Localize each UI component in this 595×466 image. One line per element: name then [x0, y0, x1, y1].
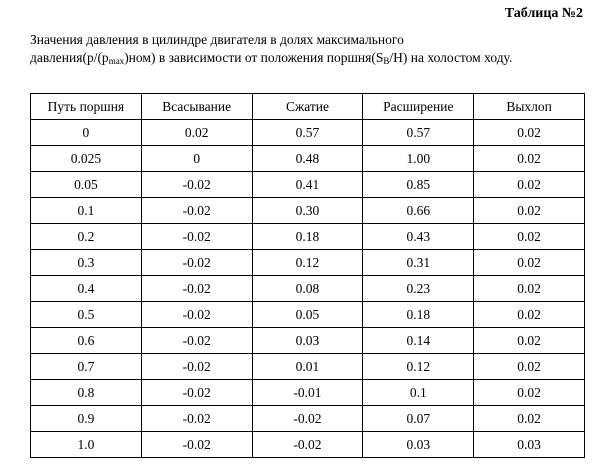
- table-cell: -0.02: [251, 431, 364, 458]
- table-cell: 0.1: [362, 379, 475, 406]
- table-row: 0.2 -0.02 0.18 0.43 0.02: [30, 223, 585, 250]
- column-header: Расширение: [362, 93, 475, 120]
- table-cell: 0.03: [473, 431, 585, 458]
- table-cell: 0.02: [473, 119, 585, 146]
- table-cell: 0.02: [473, 379, 585, 406]
- table-cell: 0.57: [362, 119, 475, 146]
- table-row: 0 0.02 0.57 0.57 0.02: [30, 119, 585, 146]
- table-cell: 0.57: [251, 119, 364, 146]
- caption-text: )ном) в зависимости от положения поршня(…: [124, 50, 384, 65]
- table-cell: 0.02: [473, 275, 585, 302]
- table-cell: 0.18: [362, 301, 475, 328]
- table-cell: -0.02: [140, 171, 253, 198]
- table-cell: 0.9: [30, 405, 142, 432]
- table-cell: 0.07: [362, 405, 475, 432]
- table-cell: 0.1: [30, 197, 142, 224]
- table-row: 0.9 -0.02 -0.02 0.07 0.02: [30, 405, 585, 432]
- table-cell: 0.48: [251, 145, 364, 172]
- table-cell: -0.02: [140, 327, 253, 354]
- table-cell: 0.02: [473, 145, 585, 172]
- table-body: 0 0.02 0.57 0.57 0.02 0.025 0 0.48 1.00 0.02 0.05-…: [30, 119, 585, 458]
- table-cell: 0: [30, 119, 142, 146]
- table-cell: 0.02: [473, 327, 585, 354]
- table-cell: -0.02: [140, 379, 253, 406]
- table-cell: -0.02: [140, 275, 253, 302]
- table-cell: 0.66: [362, 197, 475, 224]
- data-table: Путь поршня Всасывание Сжатие Расширение Вых…: [30, 93, 585, 458]
- table-cell: 0.03: [362, 431, 475, 458]
- caption-subscript: max: [108, 56, 125, 66]
- table-cell: 0.02: [473, 197, 585, 224]
- table-cell: 0.05: [30, 171, 142, 198]
- table-cell: 0.08: [251, 275, 364, 302]
- table-cell: 0: [140, 145, 253, 172]
- table-cell: -0.02: [140, 431, 253, 458]
- table-row: 0.7 -0.02 0.01 0.12 0.02: [30, 353, 585, 380]
- table-cell: 0.2: [30, 223, 142, 250]
- table-cell: 0.02: [140, 119, 253, 146]
- table-cell: -0.02: [140, 405, 253, 432]
- table-cell: -0.02: [140, 353, 253, 380]
- table-row: 0.05 -0.02 0.41 0.85 0.02: [30, 171, 585, 198]
- table-cell: 0.02: [473, 249, 585, 276]
- table-row: 0.5 -0.02 0.05 0.18 0.02: [30, 301, 585, 328]
- column-header: Сжатие: [251, 93, 364, 120]
- table-cell: 0.02: [473, 353, 585, 380]
- table-row: 0.4 -0.02 0.08 0.23 0.02: [30, 275, 585, 302]
- table-cell: 0.05: [251, 301, 364, 328]
- table-cell: 0.18: [251, 223, 364, 250]
- table-cell: -0.02: [140, 301, 253, 328]
- table-row: 0.3 -0.02 0.12 0.31 0.02: [30, 249, 585, 276]
- table-cell: 0.12: [251, 249, 364, 276]
- table-cell: 0.02: [473, 301, 585, 328]
- column-header: Путь поршня: [30, 93, 142, 120]
- table-number: Таблица №2: [504, 6, 583, 21]
- table-cell: -0.02: [140, 223, 253, 250]
- table-cell: -0.02: [140, 197, 253, 224]
- caption-text: /H) на холостом ходу.: [389, 50, 513, 65]
- table-row: 0.8 -0.02 -0.01 0.1 0.02: [30, 379, 585, 406]
- table-cell: 0.85: [362, 171, 475, 198]
- column-header: Всасывание: [140, 93, 253, 120]
- table-cell: 0.23: [362, 275, 475, 302]
- table-cell: 0.3: [30, 249, 142, 276]
- caption-line: Значения давления в цилиндре двигателя в…: [30, 32, 404, 47]
- table-cell: 0.14: [362, 327, 475, 354]
- header-row: Путь поршня Всасывание Сжатие Расширение Вых…: [30, 93, 585, 120]
- table-cell: 0.41: [251, 171, 364, 198]
- table-cell: 0.5: [30, 301, 142, 328]
- table-cell: 0.6: [30, 327, 142, 354]
- table-cell: 0.8: [30, 379, 142, 406]
- table-row: 0.025 0 0.48 1.00 0.02: [30, 145, 585, 172]
- table-cell: 0.03: [251, 327, 364, 354]
- table-cell: 0.02: [473, 171, 585, 198]
- caption-subscript: B: [383, 56, 390, 66]
- caption-text: давления(p/(p: [30, 50, 109, 65]
- caption: Значения давления в цилиндре двигателя в…: [30, 31, 512, 67]
- table-cell: 0.30: [251, 197, 364, 224]
- table-cell: 0.4: [30, 275, 142, 302]
- table-cell: 0.01: [251, 353, 364, 380]
- table-cell: -0.02: [251, 405, 364, 432]
- table-cell: 0.43: [362, 223, 475, 250]
- table-cell: -0.01: [251, 379, 364, 406]
- table-cell: 0.02: [473, 405, 585, 432]
- table-cell: 1.0: [30, 431, 142, 458]
- table-cell: 1.00: [362, 145, 475, 172]
- table-cell: -0.02: [140, 249, 253, 276]
- table-cell: 0.025: [30, 145, 142, 172]
- table-row: 1.0 -0.02 -0.02 0.03 0.03: [30, 431, 585, 458]
- table-row: 0.1 -0.02 0.30 0.66 0.02: [30, 197, 585, 224]
- table-cell: 0.31: [362, 249, 475, 276]
- table-cell: 0.7: [30, 353, 142, 380]
- column-header: Выхлоп: [473, 93, 585, 120]
- table-row: 0.6 -0.02 0.03 0.14 0.02: [30, 327, 585, 354]
- table-cell: 0.02: [473, 223, 585, 250]
- table-cell: 0.12: [362, 353, 475, 380]
